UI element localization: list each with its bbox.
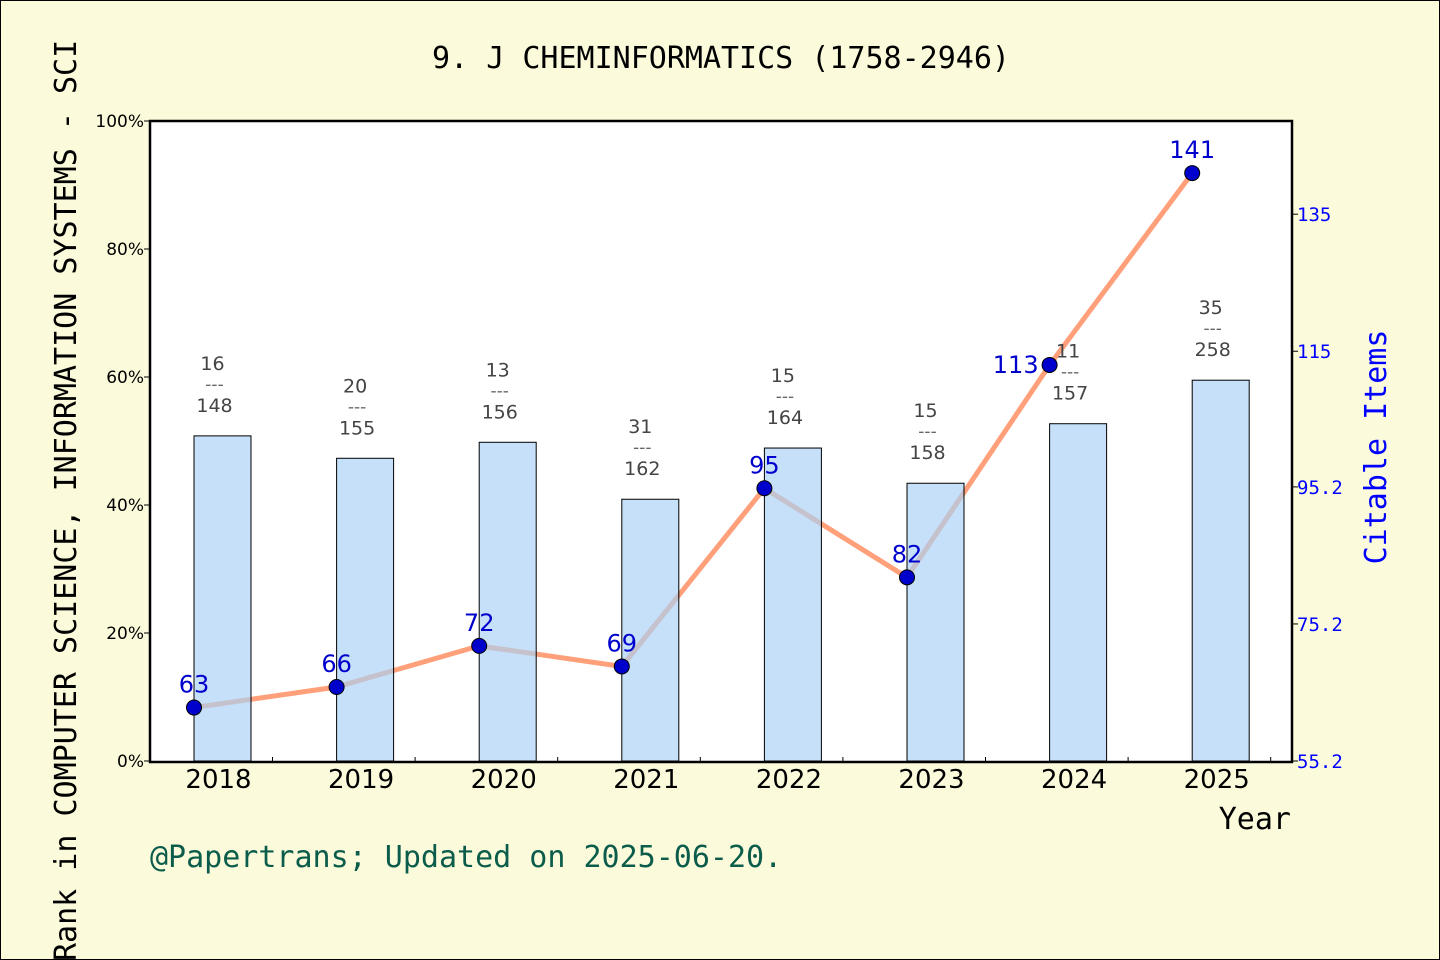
bar-separator-label: --- [1203,319,1221,339]
data-point [186,699,202,716]
bar-2023 [906,482,965,762]
x-tick-label: 2020 [471,765,537,795]
data-point-label: 63 [179,671,210,699]
bar-rank-label: 11 [1056,341,1080,363]
y-right-tick-label: 55.2 [1297,751,1343,773]
data-point-label: 95 [749,451,780,479]
y-left-tick-label: 40% [106,496,144,516]
bar-total-label: 164 [767,407,803,429]
bar-total-label: 155 [339,417,375,439]
y-left-tick-label: 80% [106,240,144,260]
bar-separator-label: --- [918,422,936,442]
chart-title: 9. J CHEMINFORMATICS (1758-2946) [432,41,1010,76]
bar-2018 [193,435,252,762]
y-axis-label-left: Rank in COMPUTER SCIENCE, INFORMATION SY… [49,40,84,960]
bar-separator-label: --- [348,397,366,417]
bar-2021 [621,498,680,762]
y-right-tick-label: 115 [1297,341,1331,363]
bar-separator-label: --- [776,387,794,407]
x-tick-label: 2023 [898,765,964,795]
bar-rank-label: 13 [486,359,510,381]
bar-total-label: 158 [909,442,945,464]
y-right-tick-label: 135 [1297,204,1331,226]
data-point [1184,165,1201,182]
bar-separator-label: --- [633,438,651,458]
data-point-label: 113 [993,351,1039,379]
bar-separator-label: --- [490,381,508,401]
x-tick-label: 2019 [328,765,394,795]
data-point [328,678,345,695]
footer-credit: @Papertrans; Updated on 2025-06-20. [150,840,782,875]
y-left-tick-label: 20% [106,624,144,644]
bar-2019 [336,457,395,762]
y-left-tick-label: 100% [95,112,144,132]
bar-rank-label: 31 [628,416,652,438]
bar-rank-label: 35 [1199,297,1223,319]
bar-2020 [478,441,537,762]
bar-rank-label: 15 [913,400,937,422]
y-left-tick-label: 60% [106,368,144,388]
data-point-label: 82 [892,540,923,568]
plot-border [148,119,1294,764]
bar-separator-label: --- [1061,363,1079,383]
data-point [613,658,630,675]
data-point-label: 69 [607,629,638,657]
y-right-tick-label: 95.2 [1297,477,1343,499]
x-tick-label: 2024 [1041,765,1107,795]
bar-total-label: 156 [482,401,518,423]
bar-2022 [763,447,822,762]
y-right-tick-label: 75.2 [1297,614,1343,636]
data-point-label: 141 [1169,136,1215,164]
data-point-label: 66 [321,650,352,678]
data-point [756,480,773,497]
y-left-tick-label: 0% [117,752,144,772]
x-tick-label: 2025 [1184,765,1250,795]
bar-total-label: 258 [1195,339,1231,361]
bar-total-label: 148 [196,395,232,417]
x-tick-label: 2021 [613,765,679,795]
y-axis-label-right: Citable Items [1359,330,1394,565]
x-tick-label: 2022 [756,765,822,795]
bar-rank-label: 16 [200,353,224,375]
bar-total-label: 157 [1052,383,1088,405]
bar-rank-label: 15 [771,365,795,387]
data-point [471,637,488,654]
bar-separator-label: --- [205,375,223,395]
bar-2025 [1191,379,1250,762]
data-point-label: 72 [464,609,495,637]
x-axis-label: Year [1219,802,1291,837]
data-point [899,569,915,586]
bar-total-label: 162 [624,458,660,480]
bar-rank-label: 20 [343,375,367,397]
x-tick-label: 2018 [185,765,251,795]
bar-2024 [1049,423,1108,762]
data-point [1041,356,1058,373]
